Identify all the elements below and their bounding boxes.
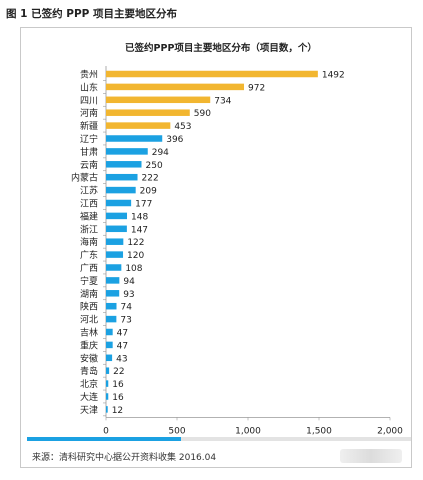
source-note: 来源：清科研究中心据公开资料收集 2016.04 <box>32 453 217 463</box>
bar <box>106 122 171 129</box>
value-label: 147 <box>131 225 148 235</box>
bar <box>106 186 136 194</box>
figure-title: 图 1 已签约 PPP 项目主要地区分布 <box>6 8 178 20</box>
category-label: 江西 <box>80 199 98 210</box>
x-tick-label: 500 <box>168 426 185 436</box>
bar <box>106 290 120 297</box>
bar <box>106 367 110 374</box>
bar <box>106 277 120 284</box>
category-label: 甘肃 <box>80 146 98 158</box>
value-label: 12 <box>112 406 123 416</box>
bar <box>106 135 163 142</box>
value-label: 453 <box>174 122 191 132</box>
bar <box>106 315 117 323</box>
value-label: 148 <box>131 212 148 222</box>
category-label: 山东 <box>80 81 98 93</box>
category-label: 广东 <box>80 249 98 261</box>
bar <box>106 302 117 310</box>
value-label: 122 <box>127 238 144 248</box>
category-label: 北京 <box>80 378 98 390</box>
category-label: 重庆 <box>80 339 98 351</box>
category-label: 贵州 <box>80 69 98 81</box>
bar <box>106 264 122 271</box>
value-label: 43 <box>116 354 127 364</box>
category-label: 陕西 <box>80 301 98 313</box>
bar <box>106 70 318 78</box>
bar <box>106 251 124 258</box>
category-label: 江苏 <box>80 185 98 197</box>
value-label: 972 <box>248 83 265 93</box>
value-label: 734 <box>214 96 231 106</box>
progress-fill <box>27 437 181 441</box>
bar <box>106 225 127 233</box>
category-label: 辽宁 <box>80 133 98 145</box>
bar <box>106 199 132 207</box>
category-label: 四川 <box>80 96 98 106</box>
category-label: 新疆 <box>80 120 98 132</box>
value-label: 1492 <box>322 71 345 81</box>
category-label: 吉林 <box>80 327 98 339</box>
x-tick-label: 0 <box>103 426 109 436</box>
x-tick-label: 1,500 <box>306 426 332 436</box>
bar <box>106 96 211 104</box>
value-label: 16 <box>112 380 124 390</box>
x-tick-label: 1,000 <box>235 426 261 436</box>
value-label: 177 <box>135 200 152 210</box>
category-label: 福建 <box>80 210 98 222</box>
category-label: 广西 <box>80 262 98 274</box>
bar <box>106 83 245 91</box>
x-tick-label: 2,000 <box>377 426 403 436</box>
bar <box>106 380 109 387</box>
bar <box>106 393 109 400</box>
category-label: 云南 <box>80 159 98 171</box>
value-label: 209 <box>140 187 157 197</box>
category-label: 河北 <box>80 314 98 326</box>
category-label: 大连 <box>80 391 98 403</box>
watermark-blur <box>340 449 402 463</box>
bar <box>106 406 108 413</box>
value-label: 47 <box>117 341 128 351</box>
value-label: 590 <box>194 109 211 119</box>
value-label: 73 <box>120 316 131 326</box>
category-label: 湖南 <box>80 288 98 300</box>
bar <box>106 238 124 245</box>
bar <box>106 328 113 336</box>
category-label: 安徽 <box>80 352 98 364</box>
value-label: 294 <box>152 148 169 158</box>
category-label: 天津 <box>80 405 98 416</box>
bar <box>106 173 138 181</box>
value-label: 396 <box>166 135 183 145</box>
value-label: 22 <box>113 367 124 377</box>
category-label: 浙江 <box>80 223 98 235</box>
category-label: 内蒙古 <box>71 172 98 184</box>
chart-title: 已签约PPP项目主要地区分布（项目数，个） <box>125 42 317 54</box>
value-label: 16 <box>112 393 124 403</box>
bar <box>106 109 190 116</box>
value-label: 222 <box>142 174 159 184</box>
bar <box>106 161 142 168</box>
bar <box>106 148 148 155</box>
value-label: 93 <box>123 290 134 300</box>
value-label: 250 <box>146 161 163 171</box>
category-label: 海南 <box>80 236 98 248</box>
bar <box>106 341 113 349</box>
progress-track <box>27 437 411 441</box>
value-label: 47 <box>117 329 128 339</box>
category-label: 青岛 <box>80 365 98 377</box>
bar <box>106 354 113 362</box>
value-label: 120 <box>127 251 144 261</box>
value-label: 74 <box>121 303 133 313</box>
value-label: 94 <box>123 277 135 287</box>
bars-layer: 贵州 1492 山东 972 四川 734 河南 590 新疆 453 辽宁 396 甘肃 294 云南 25… <box>71 66 403 436</box>
category-label: 宁夏 <box>80 275 98 287</box>
value-label: 108 <box>125 264 142 274</box>
category-label: 河南 <box>80 107 98 119</box>
bar <box>106 212 128 220</box>
chart-frame <box>20 27 412 468</box>
